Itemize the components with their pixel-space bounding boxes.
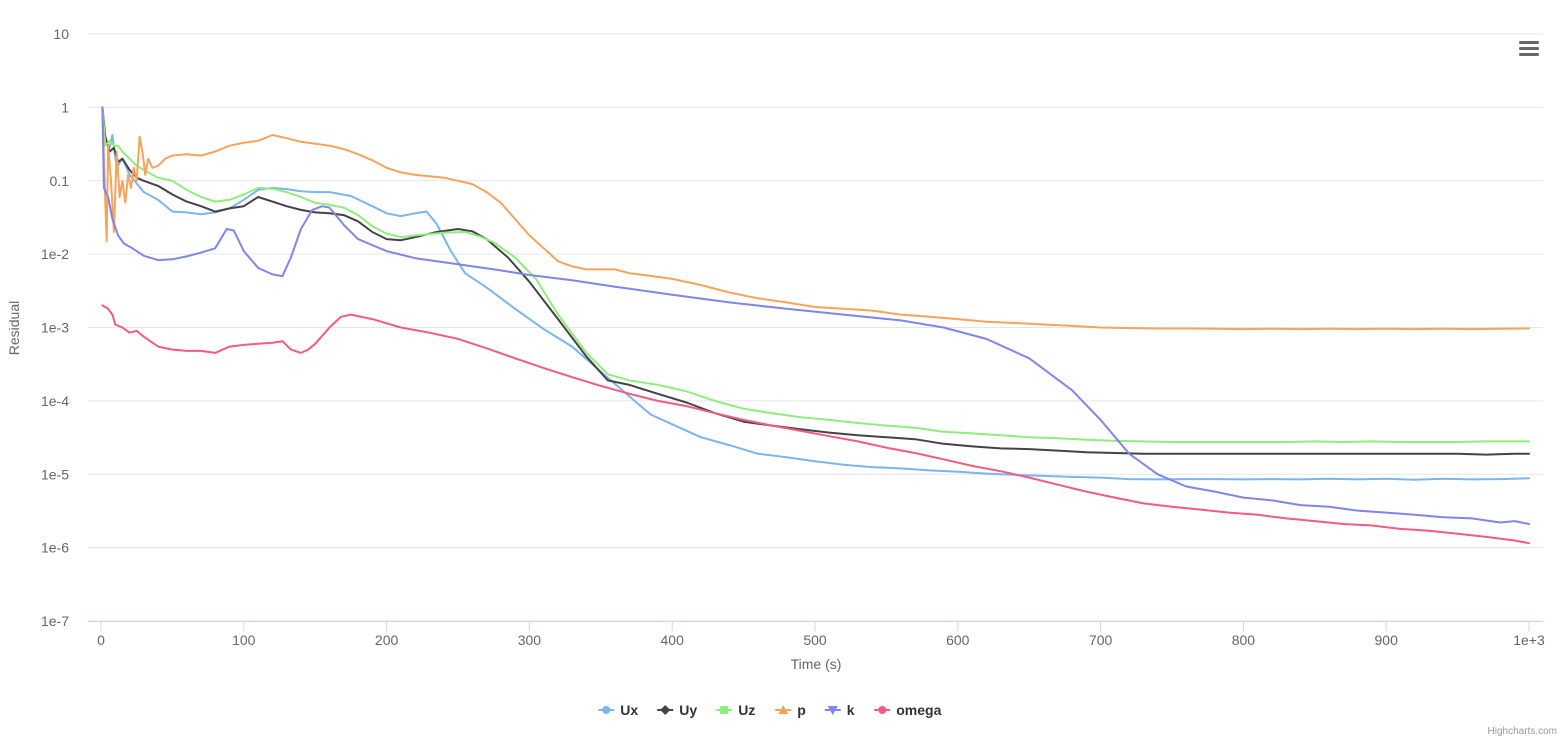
- y-tick-label: 1e-2: [41, 246, 69, 262]
- y-tick-label: 1e-3: [41, 320, 69, 336]
- plot-area: [101, 106, 1530, 545]
- grid-lines: [88, 33, 1543, 622]
- legend-triangle-icon: [778, 705, 789, 714]
- y-tick-label: 1e-6: [41, 540, 69, 556]
- y-axis: 1e-7 1e-6 1e-5 1e-4 1e-3 1e-2 0.1 1 10: [41, 26, 69, 629]
- x-tick-label: 1e+3: [1513, 632, 1545, 648]
- legend-label: Uz: [738, 702, 755, 718]
- y-tick-label: 1e-7: [41, 613, 69, 629]
- series-line-k[interactable]: [101, 106, 1530, 525]
- x-tick-label: 900: [1375, 632, 1399, 648]
- legend-item-p[interactable]: p: [775, 702, 806, 718]
- legend-circle-icon: [602, 706, 611, 714]
- legend-item-ux[interactable]: Ux: [598, 702, 638, 718]
- y-tick-label: 1e-4: [41, 393, 69, 409]
- y-tick-label: 1e-5: [41, 466, 69, 482]
- legend-circle-icon: [878, 706, 887, 714]
- legend-label: Uy: [679, 702, 697, 718]
- series-line-uy[interactable]: [101, 106, 1530, 456]
- x-axis-title: Time (s): [791, 656, 842, 672]
- legend-item-uy[interactable]: Uy: [657, 702, 697, 718]
- legend-label: omega: [896, 702, 941, 718]
- y-tick-label: 0.1: [50, 173, 70, 189]
- x-tick-label: 300: [518, 632, 542, 648]
- y-axis-title: Residual: [6, 301, 22, 355]
- x-tick-label: 100: [232, 632, 256, 648]
- x-tick-label: 200: [375, 632, 399, 648]
- x-tick-label: 0: [97, 632, 105, 648]
- x-tick-label: 400: [661, 632, 685, 648]
- legend: Ux Uy Uz p k omega: [598, 702, 942, 718]
- legend-label: k: [847, 702, 855, 718]
- series-line-omega[interactable]: [101, 304, 1530, 545]
- y-tick-label: 10: [53, 26, 69, 42]
- x-tick-label: 600: [946, 632, 970, 648]
- x-tick-label: 500: [803, 632, 827, 648]
- y-tick-label: 1: [61, 99, 69, 115]
- legend-label: p: [797, 702, 806, 718]
- legend-triangle-down-icon: [827, 706, 838, 715]
- x-tick-label: 700: [1089, 632, 1113, 648]
- hamburger-menu-icon: [1519, 41, 1539, 56]
- chart-menu-button[interactable]: [1514, 36, 1544, 62]
- series-line-ux[interactable]: [101, 106, 1530, 481]
- x-tick-label: 800: [1232, 632, 1256, 648]
- legend-label: Ux: [620, 702, 638, 718]
- legend-square-icon: [720, 706, 729, 714]
- legend-item-uz[interactable]: Uz: [716, 702, 755, 718]
- legend-item-omega[interactable]: omega: [874, 702, 942, 718]
- legend-item-k[interactable]: k: [824, 702, 855, 718]
- legend-diamond-icon: [660, 705, 671, 715]
- x-axis: 0 100 200 300 400 500 600 700 800 900 1e+3: [88, 621, 1545, 648]
- credit-link[interactable]: Highcharts.com: [1488, 726, 1557, 736]
- series-line-p[interactable]: [101, 106, 1530, 331]
- series-line-uz[interactable]: [101, 106, 1530, 443]
